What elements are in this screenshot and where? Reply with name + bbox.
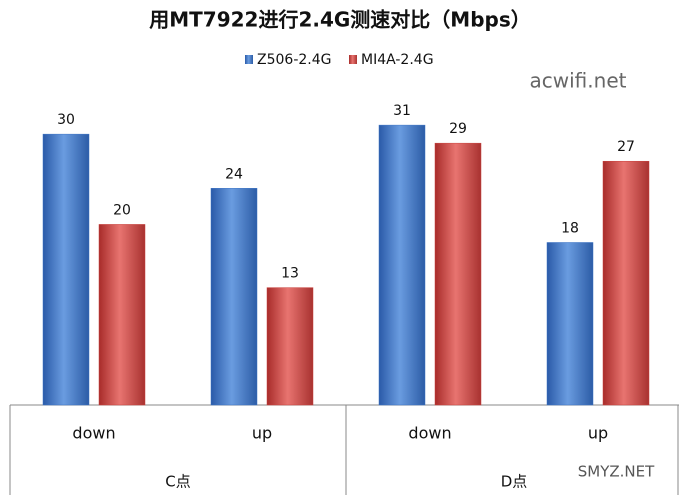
- data-label: 24: [225, 166, 243, 182]
- watermark: SMYZ.NET: [578, 463, 655, 481]
- data-label: 29: [449, 121, 467, 137]
- watermark: acwifi.net: [530, 69, 627, 93]
- bar: [98, 224, 146, 406]
- x-tick-label: down: [408, 424, 451, 443]
- legend-swatch: [245, 55, 253, 64]
- bar: [266, 287, 314, 406]
- legend-swatch: [349, 55, 357, 64]
- group-label: D点: [501, 473, 528, 491]
- x-tick-label: up: [252, 424, 272, 443]
- legend-label: Z506-2.4G: [257, 52, 331, 68]
- group-label: C点: [165, 473, 190, 491]
- legend-label: MI4A-2.4G: [361, 52, 434, 68]
- bar: [42, 133, 90, 406]
- data-label: 20: [113, 202, 131, 218]
- data-label: 18: [561, 220, 579, 236]
- bar: [210, 188, 258, 406]
- data-label: 13: [281, 266, 299, 282]
- x-tick-label: up: [588, 424, 608, 443]
- chart-title: 用MT7922进行2.4G测速对比（Mbps）: [149, 8, 531, 32]
- bar: [602, 160, 650, 406]
- data-label: 31: [393, 103, 411, 119]
- bar: [378, 124, 426, 406]
- data-label: 30: [57, 112, 75, 128]
- bar: [546, 242, 594, 406]
- x-tick-label: down: [72, 424, 115, 443]
- data-label: 27: [617, 139, 635, 155]
- axis-table: [9, 404, 679, 495]
- bar: [434, 142, 482, 406]
